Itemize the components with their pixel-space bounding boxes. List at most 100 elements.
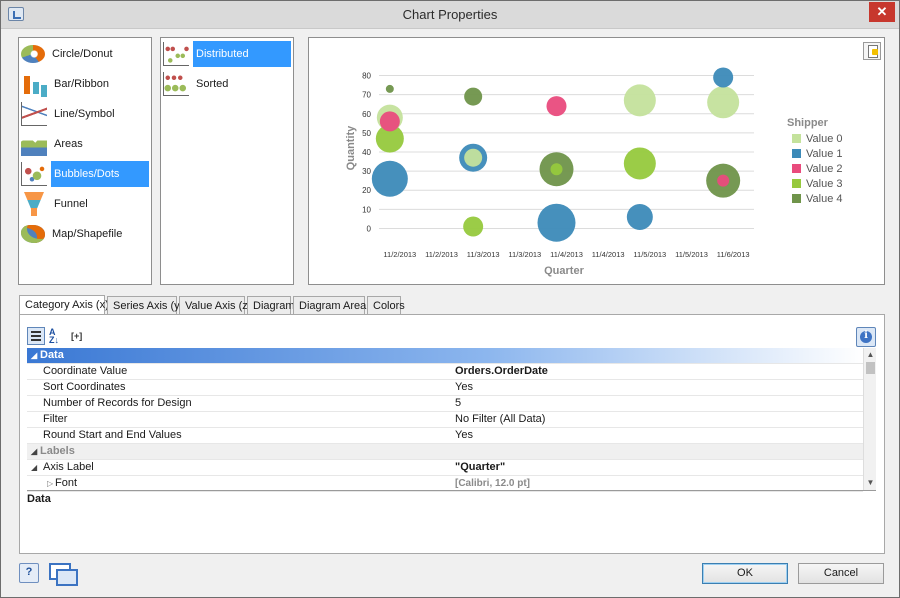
chart-type-line-symbol[interactable]: Line/Symbol xyxy=(21,100,149,128)
tab-value-axis-z[interactable]: Value Axis (z) xyxy=(179,296,251,315)
property-row[interactable]: ◢ Axis Label "Quarter" xyxy=(27,460,863,476)
funnel-chart-icon xyxy=(24,192,44,216)
property-row[interactable]: Sort Coordinates Yes xyxy=(27,380,863,396)
y-tick-label: 40 xyxy=(362,148,371,157)
bubble-point xyxy=(464,87,483,106)
bubble-point xyxy=(713,67,734,88)
chart-type-list: Circle/Donut Bar/Ribbon Line/Symbol Areas Bu… xyxy=(18,37,152,285)
y-tick-label: 70 xyxy=(362,91,371,100)
scroll-thumb[interactable] xyxy=(866,362,875,374)
legend-swatch xyxy=(792,134,801,143)
sort-alphabetical-button[interactable]: A Z↓ xyxy=(49,327,67,345)
help-button[interactable] xyxy=(19,563,39,583)
chart-type-areas[interactable]: Areas xyxy=(21,130,149,158)
tab-diagram-area[interactable]: Diagram Area xyxy=(293,296,366,315)
bubble-point xyxy=(375,124,404,153)
property-name: Sort Coordinates xyxy=(43,381,126,393)
bubble-point xyxy=(537,203,576,242)
chart-type-map-shapefile[interactable]: Map/Shapefile xyxy=(21,220,149,248)
property-name: Round Start and End Values xyxy=(43,429,182,441)
legend-swatch xyxy=(792,179,801,188)
x-tick-label: 11/4/2013 xyxy=(550,250,583,259)
property-value[interactable]: Orders.OrderDate xyxy=(455,365,548,377)
info-button[interactable] xyxy=(856,327,876,347)
property-row[interactable]: Filter No Filter (All Data) xyxy=(27,412,863,428)
property-value[interactable]: Yes xyxy=(455,381,473,393)
sorted-dots-icon xyxy=(163,72,189,96)
close-button[interactable]: ✕ xyxy=(869,2,895,22)
y-tick-label: 60 xyxy=(362,110,371,119)
property-name: Filter xyxy=(43,413,68,425)
property-name: Axis Label xyxy=(43,461,94,473)
collapse-triangle-icon[interactable]: ◢ xyxy=(31,463,38,472)
legend-entry: Value 4 xyxy=(806,193,843,205)
chart-preview: 0 10 20 30 40 50 60 70 80 11/2/2013 11/2/2013 11/3… xyxy=(308,37,885,285)
property-value[interactable]: No Filter (All Data) xyxy=(455,413,546,425)
property-category[interactable]: ◢ Labels xyxy=(27,444,863,460)
property-value[interactable]: 5 xyxy=(455,397,462,409)
bubble-point xyxy=(707,86,740,119)
title-bar: Chart Properties ✕ xyxy=(1,1,899,29)
x-tick-label: 11/2/2013 xyxy=(425,250,458,259)
ok-button[interactable]: OK xyxy=(702,563,788,584)
property-grid-scrollbar[interactable]: ▲ ▼ xyxy=(863,348,876,490)
property-row[interactable]: Number of Records for Design 5 xyxy=(27,396,863,412)
tab-diagram[interactable]: Diagram xyxy=(247,296,295,315)
x-tick-label: 11/4/2013 xyxy=(592,250,625,259)
chart-type-funnel[interactable]: Funnel xyxy=(21,190,149,218)
chart-type-bubbles-dots[interactable]: Bubbles/Dots xyxy=(21,160,149,188)
y-tick-label: 0 xyxy=(367,224,372,233)
chart-grid xyxy=(379,75,754,229)
y-axis-ticks: 0 10 20 30 40 50 60 70 80 xyxy=(362,72,371,234)
property-value[interactable]: "Quarter" xyxy=(455,461,506,473)
app-icon xyxy=(8,7,24,21)
property-name: Number of Records for Design xyxy=(43,397,192,409)
expand-triangle-icon[interactable]: ▷ xyxy=(47,479,54,488)
y-tick-label: 30 xyxy=(362,167,371,176)
chart-subtype-distributed[interactable]: Distributed xyxy=(163,40,291,68)
cancel-button[interactable]: Cancel xyxy=(798,563,884,584)
property-name: Data xyxy=(40,349,64,361)
x-tick-label: 11/3/2013 xyxy=(467,250,500,259)
property-row[interactable]: Round Start and End Values Yes xyxy=(27,428,863,444)
legend-swatch xyxy=(792,194,801,203)
multiple-windows-icon[interactable] xyxy=(48,562,78,586)
property-row[interactable]: ▷ Font [Calibri, 12.0 pt] xyxy=(27,476,863,492)
property-category[interactable]: ◢ Data xyxy=(27,348,863,364)
tab-category-axis-x[interactable]: Category Axis (x) xyxy=(19,295,109,316)
legend-entry: Value 1 xyxy=(806,148,843,160)
area-chart-icon xyxy=(21,135,47,156)
property-row[interactable]: Coordinate Value Orders.OrderDate xyxy=(27,364,863,380)
collapse-triangle-icon[interactable]: ◢ xyxy=(31,351,38,360)
bubble-point xyxy=(623,147,656,180)
chart-bubbles xyxy=(371,67,741,242)
property-name: Coordinate Value xyxy=(43,365,128,377)
y-tick-label: 10 xyxy=(362,205,371,214)
chart-subtype-list: Distributed Sorted xyxy=(160,37,294,285)
y-tick-label: 20 xyxy=(362,186,371,195)
y-tick-label: 50 xyxy=(362,129,371,138)
description-divider xyxy=(27,490,876,491)
chart-type-label: Map/Shapefile xyxy=(52,228,123,240)
tab-series-axis-y[interactable]: Series Axis (y) xyxy=(107,296,183,315)
chart-type-label: Circle/Donut xyxy=(52,48,113,60)
collapse-triangle-icon[interactable]: ◢ xyxy=(31,447,38,456)
bubble-chart-icon xyxy=(21,162,47,186)
chart-type-bar-ribbon[interactable]: Bar/Ribbon xyxy=(21,70,149,98)
chart-subtype-sorted[interactable]: Sorted xyxy=(163,70,291,98)
chart-type-label: Bubbles/Dots xyxy=(51,161,149,187)
chart-type-circle-donut[interactable]: Circle/Donut xyxy=(21,40,149,68)
property-value[interactable]: Yes xyxy=(455,429,473,441)
expand-all-button[interactable]: [+] xyxy=(71,331,83,341)
scroll-down-icon[interactable]: ▼ xyxy=(866,478,875,487)
bubble-point xyxy=(464,148,483,167)
categorized-view-button[interactable] xyxy=(27,327,45,345)
scroll-up-icon[interactable]: ▲ xyxy=(866,350,875,359)
tab-colors[interactable]: Colors xyxy=(367,296,405,315)
property-value[interactable]: [Calibri, 12.0 pt] xyxy=(455,478,531,489)
bubble-point xyxy=(463,216,484,237)
preview-options-button[interactable] xyxy=(863,42,881,60)
bubble-point xyxy=(550,163,563,176)
x-tick-label: 11/5/2013 xyxy=(675,250,708,259)
legend-swatch xyxy=(792,164,801,173)
